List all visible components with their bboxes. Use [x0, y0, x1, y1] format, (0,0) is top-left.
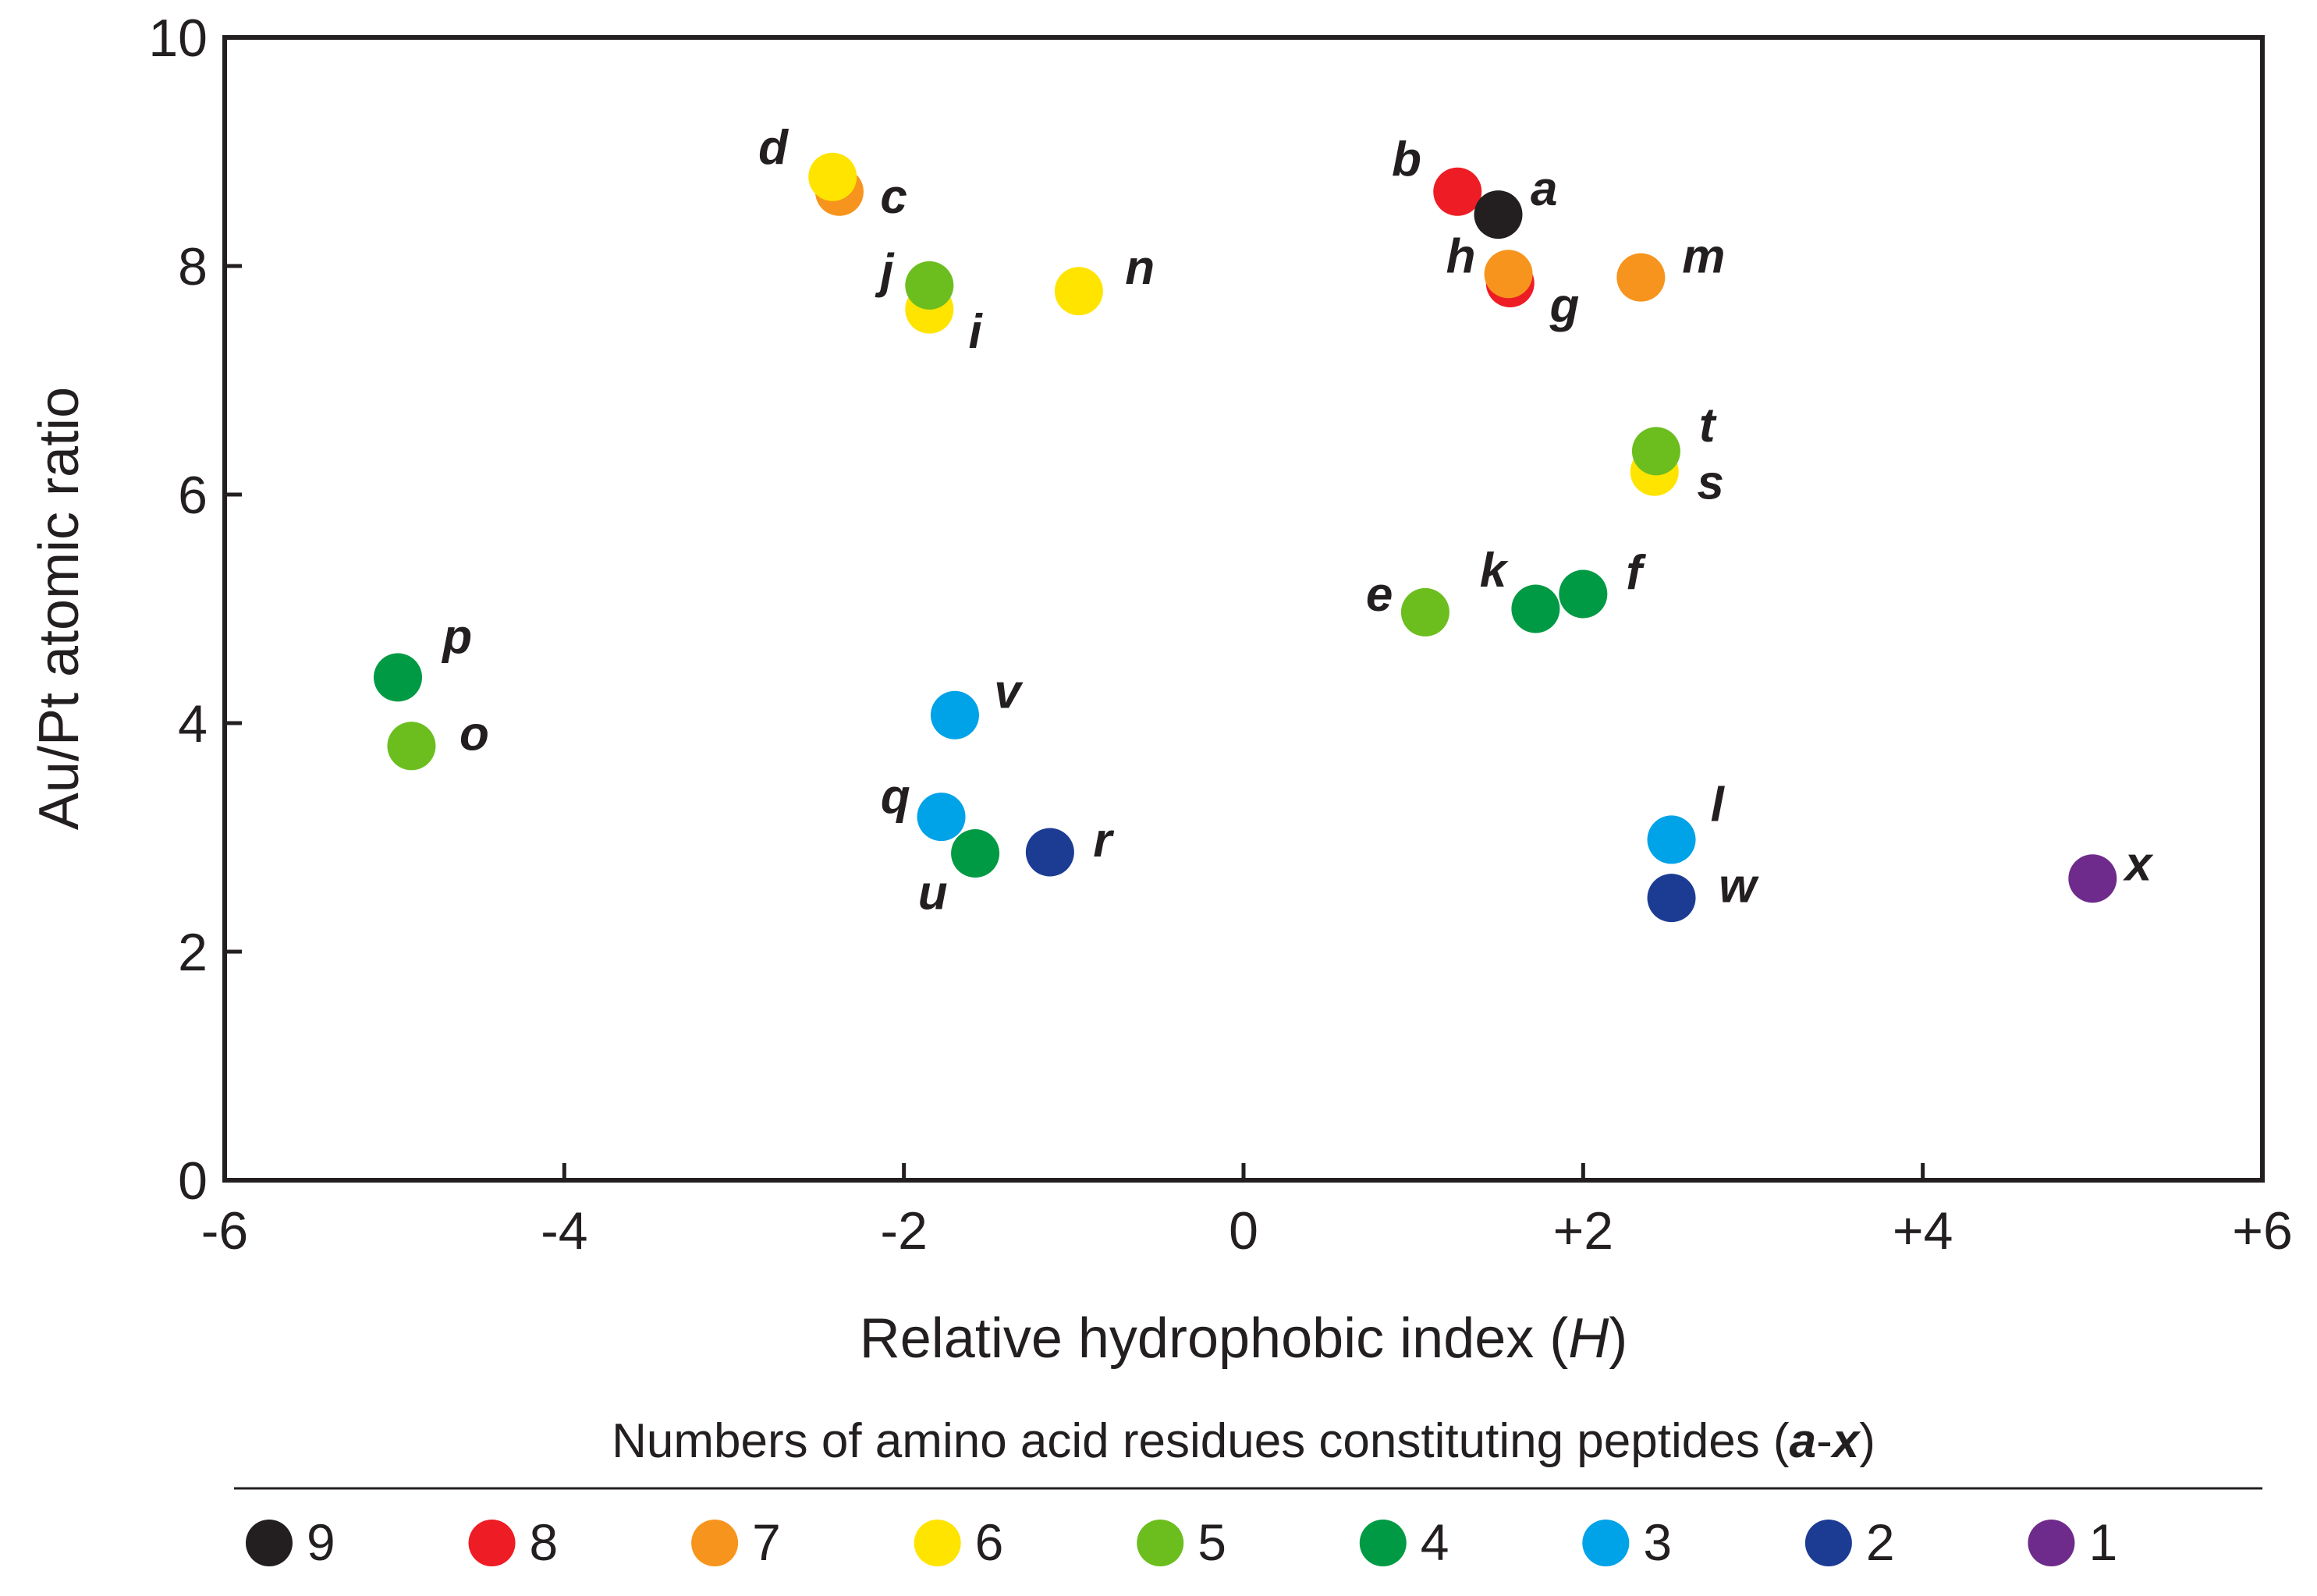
- data-point-f: [1559, 569, 1608, 619]
- data-point-label-k: k: [1480, 544, 1510, 598]
- legend-label-8: 8: [530, 1513, 559, 1571]
- data-point-label-q: q: [881, 770, 910, 824]
- data-point-q: [917, 793, 966, 842]
- data-point-label-f: f: [1626, 546, 1646, 600]
- data-point-label-j: j: [875, 244, 895, 298]
- plot-frame: [222, 35, 2265, 1183]
- data-point-label-r: r: [1093, 814, 1114, 867]
- legend-swatch-9: [246, 1520, 293, 1566]
- data-point-label-s: s: [1697, 456, 1723, 509]
- x-tick-label: -2: [880, 1201, 927, 1261]
- data-point-d: [808, 152, 857, 201]
- legend-label-3: 3: [1643, 1513, 1672, 1571]
- y-tick-label: 4: [178, 694, 208, 754]
- x-axis: -6 -4 -2 0 +2 +4 +6: [201, 1163, 2293, 1261]
- data-point-label-o: o: [459, 708, 489, 761]
- x-tick-label: +6: [2232, 1201, 2293, 1261]
- y-axis-title: Au/Pt atomic ratio: [28, 387, 90, 830]
- x-tick-label: -6: [201, 1201, 248, 1261]
- data-point-label-n: n: [1125, 241, 1155, 295]
- data-point-e: [1400, 587, 1449, 637]
- x-tick-label: +2: [1553, 1201, 1614, 1261]
- x-tick-label: 0: [1229, 1201, 1258, 1261]
- data-point-p: [374, 653, 423, 702]
- legend-swatch-1: [2028, 1520, 2075, 1566]
- y-tick-label: 2: [178, 923, 208, 982]
- y-tick-label: 10: [148, 9, 208, 68]
- legend-label-4: 4: [1421, 1513, 1449, 1571]
- data-point-label-l: l: [1711, 778, 1726, 832]
- legend-swatch-2: [1804, 1520, 1852, 1566]
- legend-swatch-5: [1137, 1520, 1184, 1566]
- data-point-label-h: h: [1446, 229, 1476, 283]
- data-point-label-w: w: [1719, 859, 1759, 913]
- data-point-l: [1647, 815, 1696, 864]
- data-point-label-m: m: [1682, 229, 1725, 283]
- y-tick-label: 0: [178, 1151, 208, 1211]
- legend-label-9: 9: [307, 1513, 335, 1571]
- data-point-label-p: p: [441, 610, 472, 664]
- data-point-u: [951, 829, 1000, 878]
- y-tick-label: 6: [178, 466, 208, 525]
- legend-label-6: 6: [975, 1513, 1004, 1571]
- legend-label-5: 5: [1198, 1513, 1226, 1571]
- data-point-k: [1511, 584, 1560, 633]
- data-point-label-x: x: [2123, 838, 2154, 892]
- legend-label-2: 2: [1866, 1513, 1895, 1571]
- x-tick-label: -4: [541, 1201, 587, 1261]
- data-point-r: [1025, 828, 1074, 877]
- y-axis: 0 2 4 6 8 10: [148, 9, 242, 1211]
- data-point-j: [905, 261, 954, 310]
- data-point-h: [1484, 250, 1533, 299]
- legend: 9 8 7 6 5 4 3 2 1: [246, 1513, 2117, 1571]
- legend-swatch-6: [914, 1520, 961, 1566]
- x-axis-title: Relative hydrophobic index (H): [860, 1307, 1628, 1370]
- data-point-o: [387, 722, 436, 771]
- data-point-m: [1616, 253, 1666, 302]
- data-point-label-u: u: [918, 866, 948, 920]
- data-point-w: [1647, 874, 1696, 923]
- legend-label-7: 7: [752, 1513, 781, 1571]
- data-point-label-t: t: [1699, 399, 1717, 452]
- legend-swatch-4: [1359, 1520, 1407, 1566]
- x-tick-label: +4: [1893, 1201, 1953, 1261]
- data-point-label-c: c: [880, 170, 907, 224]
- data-point-label-v: v: [994, 665, 1024, 718]
- data-point-b: [1433, 167, 1482, 216]
- data-point-label-a: a: [1531, 162, 1557, 216]
- data-point-a: [1474, 190, 1523, 239]
- legend-swatch-8: [468, 1520, 516, 1566]
- data-point-label-e: e: [1366, 568, 1393, 622]
- legend-swatch-7: [691, 1520, 739, 1566]
- data-point-label-g: g: [1549, 278, 1579, 332]
- data-point-label-i: i: [968, 305, 983, 359]
- data-point-v: [930, 690, 979, 739]
- data-points: [374, 152, 2117, 923]
- data-point-x: [2068, 854, 2117, 903]
- data-point-t: [1631, 427, 1680, 476]
- legend-swatch-3: [1582, 1520, 1630, 1566]
- data-point-label-b: b: [1392, 133, 1421, 186]
- data-point-labels: c d i j n b a g h m st e k f po v qu r lw x: [441, 121, 2154, 920]
- legend-label-1: 1: [2088, 1513, 2117, 1571]
- legend-title: Numbers of amino acid residues constitut…: [612, 1414, 1875, 1468]
- data-point-label-d: d: [758, 121, 789, 175]
- y-tick-label: 8: [178, 237, 208, 296]
- data-point-n: [1054, 267, 1103, 316]
